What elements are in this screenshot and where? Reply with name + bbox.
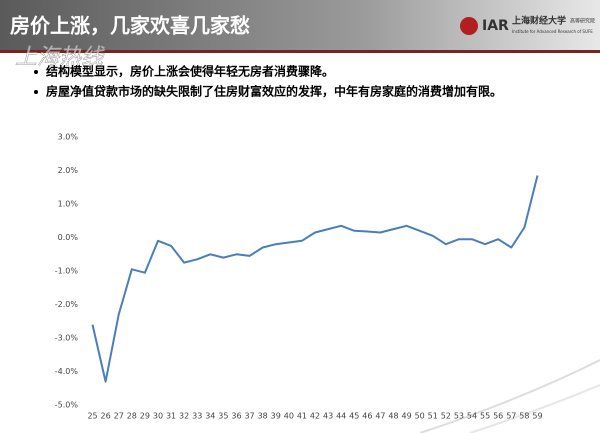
y-tick-label: 0.0%	[58, 233, 79, 242]
decor-curve	[469, 384, 600, 433]
y-tick-label: -5.0%	[55, 401, 79, 410]
x-tick-label: 44	[336, 412, 346, 421]
logo-school: 上海财经大学	[512, 15, 566, 27]
x-tick-label: 31	[166, 412, 176, 421]
y-tick-label: -2.0%	[55, 300, 79, 309]
y-tick-label: 2.0%	[58, 166, 79, 175]
header-rule	[0, 50, 600, 53]
x-tick-label: 26	[101, 412, 111, 421]
x-tick-label: 47	[375, 412, 385, 421]
x-tick-label: 54	[467, 412, 477, 421]
x-tick-label: 46	[362, 412, 372, 421]
logo-en: Institute for Advanced Research of SUFE	[512, 29, 593, 34]
x-tick-label: 30	[153, 412, 163, 421]
x-tick-label: 51	[428, 412, 438, 421]
x-tick-label: 35	[218, 412, 228, 421]
x-tick-label: 45	[349, 412, 359, 421]
bullet-dot	[34, 70, 38, 74]
x-tick-label: 29	[140, 412, 150, 421]
x-tick-label: 58	[519, 412, 529, 421]
data-line	[91, 175, 539, 383]
x-tick-label: 28	[127, 412, 137, 421]
x-tick-label: 27	[114, 412, 124, 421]
x-tick-label: 56	[493, 412, 503, 421]
x-tick-label: 36	[231, 412, 241, 421]
watermark: 上海热线	[15, 45, 105, 70]
x-tick-label: 33	[192, 412, 202, 421]
decor-curve	[419, 359, 600, 433]
x-tick-label: 40	[284, 412, 294, 421]
logo-abbr: IAR	[482, 18, 509, 34]
x-tick-label: 59	[532, 412, 542, 421]
y-tick-label: 1.0%	[58, 200, 79, 209]
y-tick-label: -4.0%	[55, 367, 79, 376]
x-tick-label: 52	[441, 412, 451, 421]
x-tick-label: 53	[454, 412, 464, 421]
x-tick-label: 41	[297, 412, 307, 421]
y-tick-label: 3.0%	[58, 133, 79, 142]
slide-title: 房价上涨，几家欢喜几家愁	[10, 14, 250, 38]
y-tick-label: -1.0%	[55, 267, 79, 276]
x-tick-label: 48	[388, 412, 398, 421]
header-bar	[0, 0, 600, 50]
x-tick-label: 49	[402, 412, 412, 421]
x-tick-label: 43	[323, 412, 333, 421]
x-tick-label: 42	[310, 412, 320, 421]
bullet-dot	[34, 90, 38, 94]
y-tick-label: -3.0%	[55, 334, 79, 343]
x-tick-label: 57	[506, 412, 516, 421]
x-tick-label: 39	[271, 412, 281, 421]
logo-emblem	[460, 17, 478, 35]
bullet-text: 结构模型显示，房价上涨会使得年轻无房者消费骤降。	[46, 64, 334, 79]
x-tick-label: 32	[179, 412, 189, 421]
x-tick-label: 50	[415, 412, 425, 421]
x-tick-label: 38	[258, 412, 268, 421]
x-tick-label: 34	[205, 412, 215, 421]
x-tick-label: 55	[480, 412, 490, 421]
x-tick-label: 37	[244, 412, 254, 421]
logo-dept: 高等研究院	[570, 18, 595, 25]
bullet-text: 房屋净值贷款市场的缺失限制了住房财富效应的发挥，中年有房家庭的消费增加有限。	[46, 84, 502, 99]
x-tick-label: 25	[87, 412, 97, 421]
